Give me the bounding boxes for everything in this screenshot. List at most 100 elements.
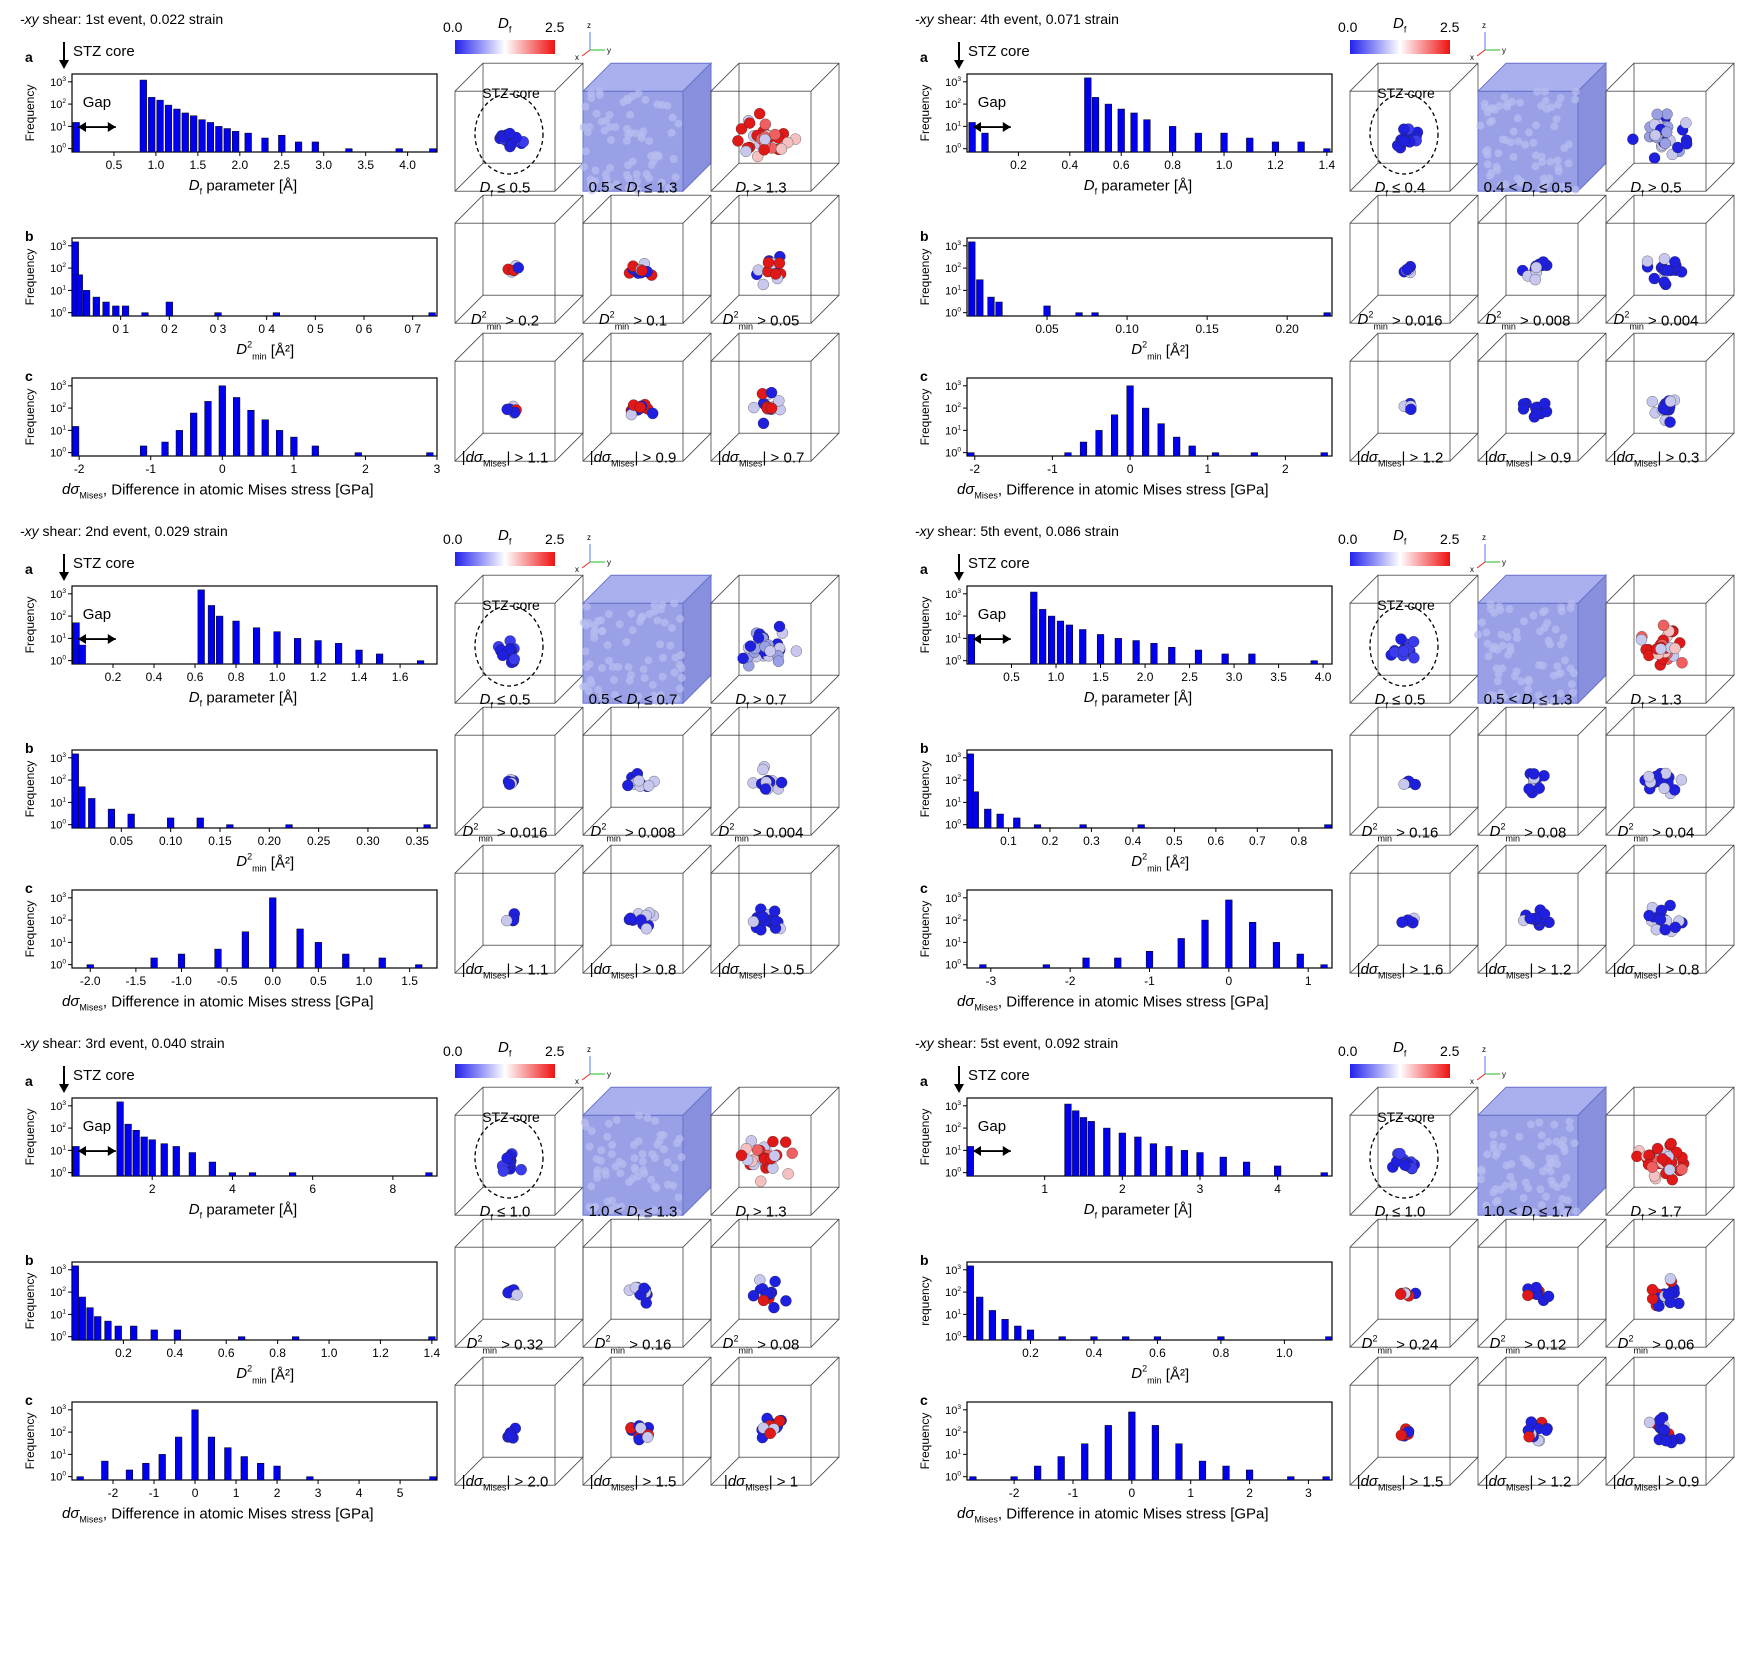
colorbar-label-part: D [1393, 527, 1404, 544]
atom [660, 618, 669, 627]
cube-caption-part: | [1485, 1473, 1489, 1490]
cube-edge [1449, 332, 1479, 362]
atom [674, 119, 683, 128]
x-tick-label: -1 [1068, 1486, 1079, 1500]
atom [606, 163, 615, 172]
histogram-bar [269, 897, 277, 969]
cube-edge [1605, 1356, 1635, 1386]
atom [628, 626, 637, 635]
cube-edge [1705, 1218, 1735, 1248]
y-tick-label-part: 1 [957, 632, 961, 639]
y-tick-label-part: 10 [50, 820, 62, 832]
cube-caption-part: D [1375, 691, 1386, 708]
x-axis-title-part: dσ [957, 1505, 975, 1522]
cube-caption-part: | > 1.6 [1401, 962, 1443, 979]
atom [648, 680, 657, 689]
cube-edge [1449, 806, 1479, 836]
cube-caption-part: D [735, 179, 746, 196]
atom [1407, 636, 1420, 648]
y-tick-label: 103 [50, 892, 66, 905]
y-tick-label: 100 [50, 143, 66, 156]
atom [1483, 150, 1492, 159]
y-tick-label-part: 10 [945, 753, 957, 765]
gap-label: Gap [83, 1118, 111, 1135]
x-tick-label: 0.6 [1208, 834, 1225, 848]
atom [501, 403, 513, 416]
histogram-bar [428, 1336, 436, 1341]
cube-edge [582, 1246, 684, 1348]
cube-edge [1605, 360, 1707, 462]
cube-caption-part: f [1532, 1213, 1535, 1223]
cube-edge [710, 1186, 740, 1216]
colorbar [1350, 1064, 1450, 1078]
cube-edge [1449, 1218, 1479, 1248]
y-axis-label: Frequency [918, 1109, 932, 1166]
cube-edge [1705, 432, 1735, 462]
y-tick-label-part: 2 [957, 262, 961, 269]
histogram-bar [272, 312, 280, 317]
atom [1515, 1132, 1524, 1141]
atom [1661, 264, 1674, 276]
atom [1533, 87, 1542, 96]
colorbar-label-part: f [509, 537, 512, 547]
cube-caption-part: 2 [734, 309, 739, 319]
atom [1664, 1164, 1676, 1176]
histogram-bar [232, 620, 240, 665]
histogram-bar [207, 605, 216, 665]
stz-ellipse [1369, 93, 1439, 175]
y-tick-label: 100 [945, 819, 961, 832]
atom [639, 1166, 648, 1175]
cube-edge [454, 432, 484, 462]
atom [780, 1136, 792, 1148]
x-tick-label: 3 [315, 1486, 322, 1500]
atom [1489, 1130, 1498, 1139]
atom [1519, 1194, 1528, 1203]
cube-caption-part: > 0.016 [1388, 312, 1443, 329]
atom [1513, 634, 1522, 643]
x-axis-title-part: [Å²] [267, 854, 295, 871]
atom [672, 694, 681, 703]
cube-caption-part: min [1506, 833, 1521, 843]
cube-edge [454, 1384, 556, 1486]
histogram-bar [1310, 660, 1318, 665]
cube-caption: D2min > 0.32 [467, 1333, 544, 1355]
cube-caption-part: | [1613, 449, 1617, 466]
atom [1524, 675, 1533, 684]
x-tick-label: 0.5 [1003, 670, 1020, 684]
x-tick-label: -1 [1144, 974, 1155, 988]
y-tick-label-part: 10 [50, 633, 62, 645]
cube-edge [1577, 432, 1607, 462]
y-tick-label: 100 [945, 655, 961, 668]
histogram-bar [1087, 1121, 1095, 1177]
colorbar-label: Df [1393, 527, 1407, 547]
y-tick-label-part: 2 [957, 610, 961, 617]
y-tick-label-part: 1 [62, 1308, 66, 1315]
cube-edge [1633, 844, 1735, 946]
histogram-bar [121, 305, 130, 317]
x-axis-title-part: f [200, 187, 203, 197]
atom [1564, 159, 1573, 168]
histogram-bar [1201, 919, 1209, 969]
cube-edge [1349, 294, 1379, 324]
x-tick-label: -1.0 [171, 974, 192, 988]
event-3: -xy shear: 2nd event, 0.029 strain 0.0 2.5… [20, 523, 840, 1013]
cube-edge [1577, 194, 1607, 224]
atom [1649, 129, 1662, 141]
y-tick-label-part: 2 [957, 1286, 961, 1293]
stz-core-label: STZ core [73, 1067, 135, 1084]
x-tick-label: 5 [397, 1486, 404, 1500]
cube-edge [1633, 706, 1735, 808]
cube-caption-part: dσ [1617, 961, 1635, 978]
histogram-bar [1117, 108, 1125, 153]
x-tick-label: 0.2 [1042, 834, 1059, 848]
atom [584, 687, 593, 696]
gap-label: Gap [978, 606, 1006, 623]
atom [1676, 657, 1688, 669]
x-tick-label: 0.10 [159, 834, 183, 848]
atom [624, 183, 633, 192]
histogram-bar [293, 638, 302, 665]
cube-edge [1577, 332, 1607, 362]
cube-caption-part: > 0.008 [621, 824, 676, 841]
atom [603, 1197, 612, 1206]
panel-label: c [25, 1392, 33, 1408]
